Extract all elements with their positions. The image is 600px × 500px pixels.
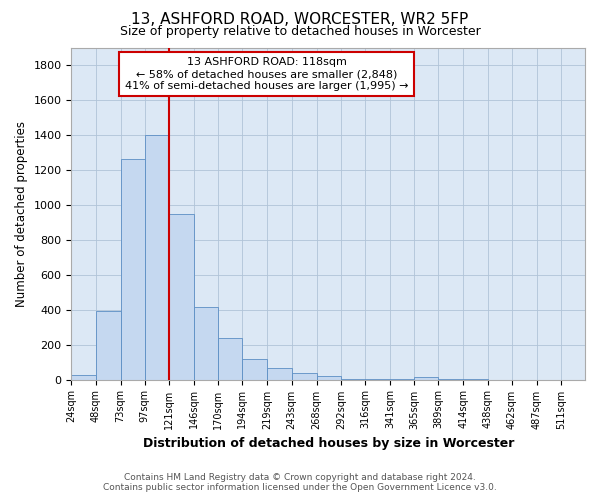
X-axis label: Distribution of detached houses by size in Worcester: Distribution of detached houses by size … [143, 437, 514, 450]
Y-axis label: Number of detached properties: Number of detached properties [15, 120, 28, 306]
Bar [242, 360, 268, 380]
Bar [218, 338, 242, 380]
Text: 13, ASHFORD ROAD, WORCESTER, WR2 5FP: 13, ASHFORD ROAD, WORCESTER, WR2 5FP [131, 12, 469, 28]
Bar [268, 368, 292, 380]
Bar [71, 375, 95, 380]
Bar [438, 378, 463, 380]
Bar [292, 372, 317, 380]
Bar [121, 160, 145, 380]
Bar [365, 378, 390, 380]
Text: 13 ASHFORD ROAD: 118sqm
← 58% of detached houses are smaller (2,848)
41% of semi: 13 ASHFORD ROAD: 118sqm ← 58% of detache… [125, 58, 409, 90]
Bar [145, 135, 169, 380]
Bar [317, 376, 341, 380]
Text: Contains HM Land Registry data © Crown copyright and database right 2024.
Contai: Contains HM Land Registry data © Crown c… [103, 473, 497, 492]
Bar [194, 307, 218, 380]
Bar [341, 378, 365, 380]
Bar [390, 378, 414, 380]
Bar [95, 312, 121, 380]
Bar [169, 214, 194, 380]
Bar [414, 377, 438, 380]
Text: Size of property relative to detached houses in Worcester: Size of property relative to detached ho… [119, 25, 481, 38]
Bar [463, 378, 488, 380]
